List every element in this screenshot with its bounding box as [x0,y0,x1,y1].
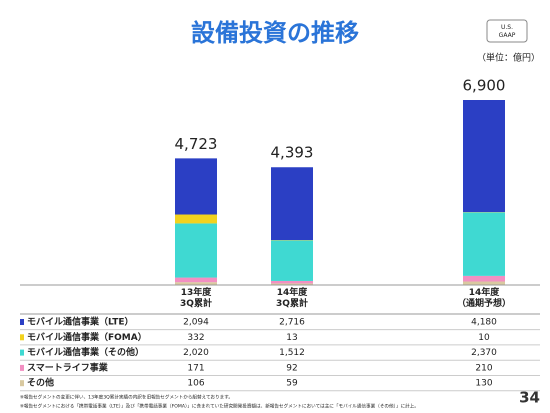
table-value: 59 [286,379,298,389]
legend-swatch [20,319,24,325]
total-label: 6,900 [463,77,506,95]
table-value: 332 [187,333,204,343]
category-label: 14年度（通期予想） [457,286,511,309]
legend-label: スマートライフ事業 [27,361,109,373]
bar-segment [463,281,505,285]
bar-segment [175,214,217,224]
table-value: 2,020 [183,348,209,358]
legend-swatch [20,364,24,371]
bar-segment [175,223,217,278]
legend-label: モバイル通信事業（その他） [27,346,144,358]
bar-segment [271,280,313,284]
table-value: 4,180 [471,318,497,328]
bar-segment [463,275,505,282]
bar-segment [463,212,505,276]
table-value: 130 [475,379,492,389]
unit: （単位：億円） [477,52,540,64]
table-value: 2,370 [471,348,497,358]
badge: U.S. GAAP [499,24,516,39]
bar-segment [271,283,313,285]
table-value: 171 [187,363,204,373]
legend-swatch [20,334,24,341]
table-value: 2,094 [183,318,209,328]
bar-segment [175,158,217,215]
page-number: 34 [519,389,540,407]
chart-title: 設備投資の推移 [191,19,359,47]
table-value: 10 [478,333,490,343]
bar-segment [175,277,217,283]
legend-label: モバイル通信事業（LTE） [27,316,134,328]
table-value: 13 [286,333,297,343]
legend-swatch [20,380,24,387]
category-label: 14年度 3Q累計 [276,286,308,309]
table-value: 1,512 [279,348,305,358]
bar-segment [271,240,313,281]
table-value: 106 [187,379,204,389]
bar-segment [175,282,217,285]
badge-box [486,19,528,43]
footnote: ※報告セグメントにおける「携帯電話事業（LTE）」及び「携帯電話事業（FOMA）… [20,403,419,410]
footnote: ※報告セグメントの変更に伴い、13年度3Q累計実績の内訳を旧報告セグメントから組… [20,394,233,401]
total-label: 4,393 [271,144,314,162]
bar-segment [463,100,505,213]
bar-segment [271,167,313,241]
table-value: 210 [475,363,492,373]
table-value: 2,716 [279,318,305,328]
category-label: 13年度 3Q累計 [180,286,212,309]
legend-label: モバイル通信事業（FOMA） [27,331,147,343]
legend-swatch [20,349,24,356]
legend-label: その他 [27,377,54,389]
table-value: 92 [286,363,297,373]
total-label: 4,723 [175,135,218,153]
